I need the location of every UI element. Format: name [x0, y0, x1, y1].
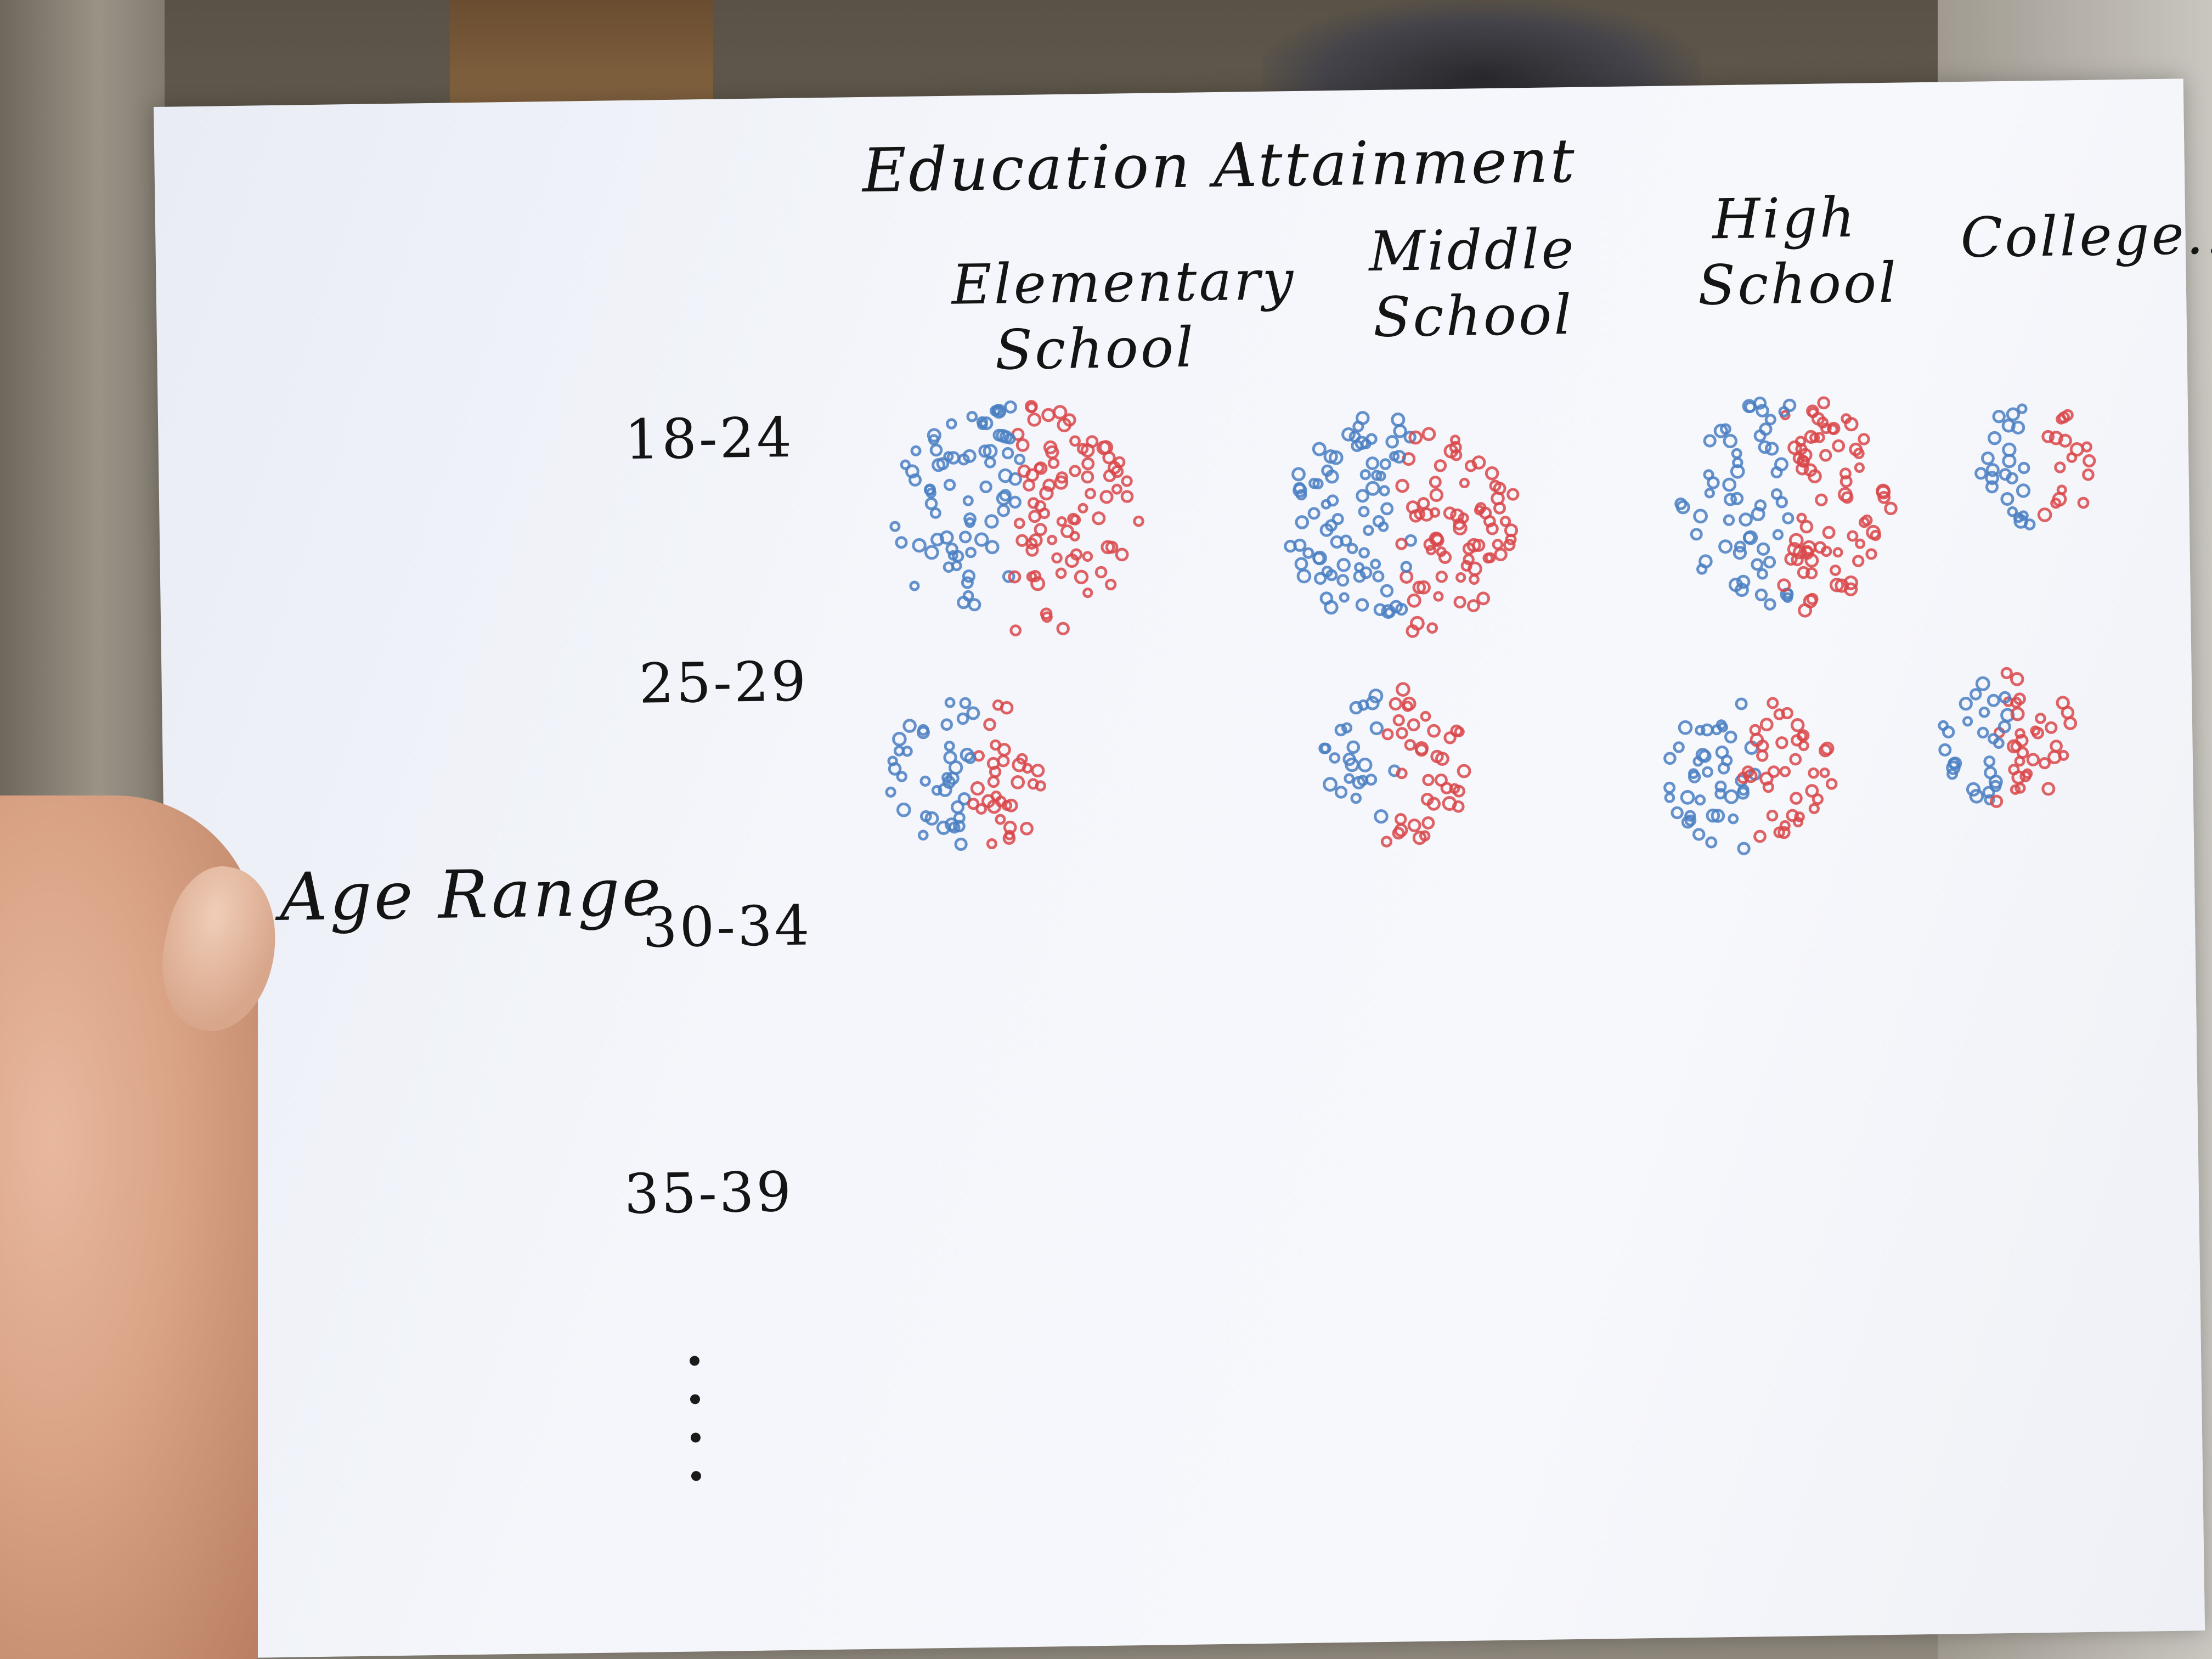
paper-sheet: Education Attainment Elementary School M… — [154, 78, 2212, 1659]
row-continuation-ellipsis — [689, 1356, 702, 1487]
ellipsis-dot — [690, 1394, 701, 1404]
row-label-30-34: 30-34 — [642, 893, 812, 960]
column-header-middle: Middle School — [1368, 216, 1577, 349]
row-label-18-24: 18-24 — [624, 405, 794, 472]
row-label-25-29: 25-29 — [638, 649, 809, 716]
ellipsis-dot — [689, 1356, 700, 1366]
column-header-college: College... — [1960, 201, 2212, 270]
column-header-high: High School — [1697, 185, 1899, 318]
ellipsis-dot — [690, 1432, 701, 1443]
diagram-title: Education Attainment — [861, 125, 1577, 206]
ellipsis-dot — [691, 1471, 702, 1481]
axis-label-age-range: Age Range — [279, 854, 664, 936]
column-header-elementary: Elementary School — [951, 247, 1296, 382]
row-label-35-39: 35-39 — [623, 1159, 794, 1227]
